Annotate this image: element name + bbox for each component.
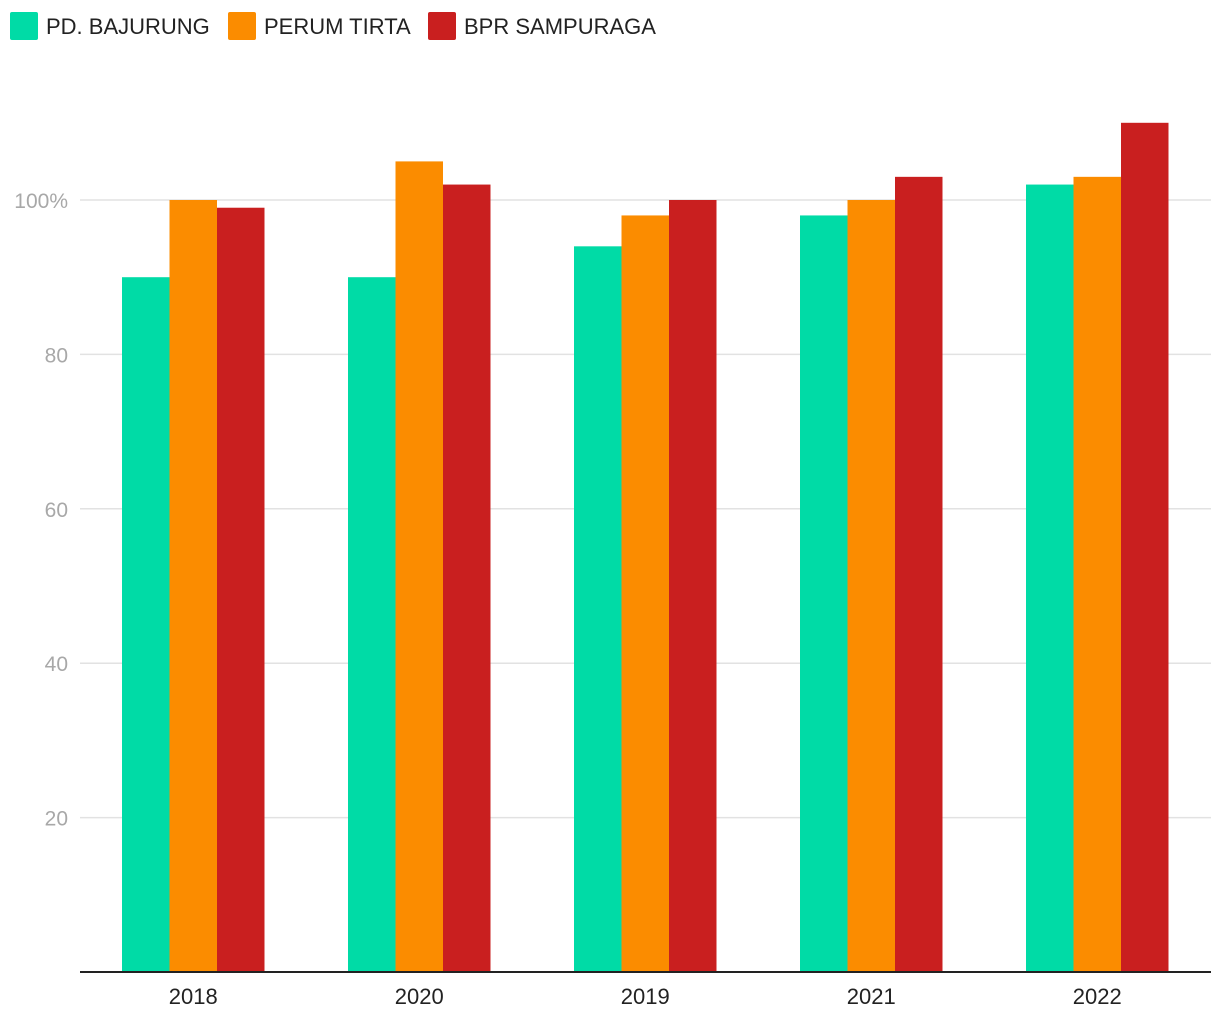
x-tick-label: 2020	[395, 984, 444, 1009]
y-tick-label: 80	[45, 344, 68, 367]
bar	[1026, 184, 1074, 972]
x-tick-label: 2021	[847, 984, 896, 1009]
y-axis-ticks: 20 40 60 80 100%	[14, 190, 68, 831]
legend-swatch	[10, 12, 38, 40]
x-tick-label: 2018	[169, 984, 218, 1009]
bar	[800, 215, 848, 972]
y-tick-label: 20	[45, 808, 68, 831]
bar-group	[122, 200, 265, 973]
legend-item: BPR SAMPURAGA	[428, 12, 656, 40]
bar	[895, 176, 943, 973]
legend-label: PERUM TIRTA	[264, 14, 411, 39]
bars	[122, 122, 1169, 973]
bar	[847, 200, 895, 972]
legend-swatch	[428, 12, 456, 40]
x-tick-label: 2022	[1073, 984, 1122, 1009]
legend: PD. BAJURUNG PERUM TIRTA BPR SAMPURAGA	[10, 12, 656, 40]
bar	[621, 215, 669, 972]
legend-label: BPR SAMPURAGA	[464, 14, 656, 39]
y-tick-label: 40	[45, 653, 68, 676]
legend-swatch	[228, 12, 256, 40]
bar	[217, 207, 265, 973]
bar-group	[574, 200, 717, 972]
bar	[169, 200, 217, 972]
bar-group	[348, 161, 491, 972]
bar	[395, 161, 443, 972]
bar	[1073, 176, 1121, 973]
y-tick-label: 100%	[14, 190, 68, 213]
y-tick-label: 60	[45, 499, 68, 522]
bar	[122, 277, 170, 972]
legend-item: PD. BAJURUNG	[10, 12, 210, 40]
legend-item: PERUM TIRTA	[228, 12, 411, 40]
bar	[1121, 122, 1169, 973]
bar	[348, 277, 396, 972]
x-axis-ticks: 2018 2020 2019 2021 2022	[169, 984, 1122, 1009]
legend-label: PD. BAJURUNG	[46, 14, 210, 39]
bar	[443, 184, 491, 972]
bar	[574, 246, 622, 972]
bar	[669, 200, 717, 972]
x-tick-label: 2019	[621, 984, 670, 1009]
bar-group	[1026, 122, 1169, 973]
bar-group	[800, 176, 943, 973]
